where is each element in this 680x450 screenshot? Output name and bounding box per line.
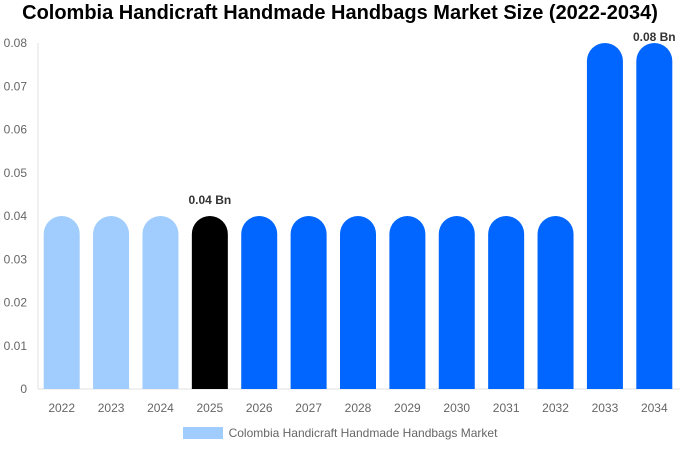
legend-label: Colombia Handicraft Handmade Handbags Ma… bbox=[228, 426, 498, 440]
bar-2024 bbox=[142, 216, 179, 389]
y-tick-label: 0.03 bbox=[4, 252, 28, 266]
bar-2028 bbox=[340, 216, 376, 389]
y-tick-label: 0.01 bbox=[4, 339, 28, 353]
bar-2032 bbox=[537, 216, 574, 389]
bar-2033 bbox=[586, 43, 623, 389]
bar-2031 bbox=[488, 215, 525, 389]
y-tick-label: 0.04 bbox=[4, 209, 28, 223]
x-tick-label: 2031 bbox=[493, 401, 520, 415]
x-tick-label: 2028 bbox=[345, 401, 372, 415]
x-tick-label: 2030 bbox=[443, 401, 470, 415]
x-tick-label: 2032 bbox=[542, 401, 569, 415]
x-tick-label: 2025 bbox=[196, 401, 223, 415]
bar-2029 bbox=[389, 216, 426, 389]
x-tick-label: 2029 bbox=[394, 401, 421, 415]
x-tick-label: 2033 bbox=[592, 401, 619, 415]
x-tick-label: 2024 bbox=[147, 401, 174, 415]
bar-2027 bbox=[290, 216, 327, 389]
bar-2023 bbox=[93, 216, 130, 389]
x-tick-label: 2022 bbox=[48, 401, 75, 415]
y-tick-label: 0.05 bbox=[4, 166, 28, 180]
data-label: 0.08 Bn bbox=[633, 30, 676, 44]
x-tick-label: 2026 bbox=[246, 401, 273, 415]
chart-title: Colombia Handicraft Handmade Handbags Ma… bbox=[22, 2, 658, 24]
bar-2034 bbox=[636, 43, 673, 389]
y-tick-label: 0.08 bbox=[4, 36, 28, 50]
legend: Colombia Handicraft Handmade Handbags Ma… bbox=[0, 426, 680, 440]
y-tick-label: 0.07 bbox=[4, 79, 28, 93]
data-label: 0.04 Bn bbox=[189, 193, 232, 207]
x-tick-label: 2034 bbox=[641, 401, 668, 415]
y-tick-label: 0.06 bbox=[4, 123, 28, 137]
bar-2025 bbox=[191, 216, 228, 389]
y-tick-label: 0.02 bbox=[4, 296, 28, 310]
y-tick-label: 0 bbox=[20, 382, 27, 396]
bar-2022 bbox=[43, 216, 80, 389]
legend-swatch bbox=[182, 427, 223, 439]
bar-2026 bbox=[241, 216, 278, 389]
bar-2030 bbox=[438, 216, 475, 389]
x-tick-label: 2027 bbox=[295, 401, 322, 415]
x-tick-label: 2023 bbox=[98, 401, 125, 415]
